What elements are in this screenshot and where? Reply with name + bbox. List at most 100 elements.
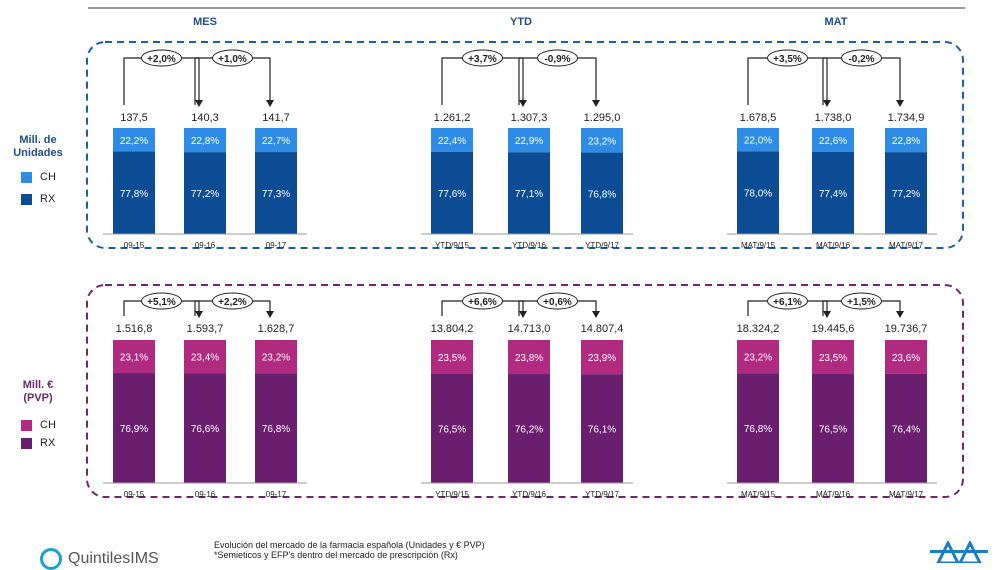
units-mat-total-3: 1.734,9 xyxy=(888,112,925,124)
units-ytd-bar-ch-2 xyxy=(508,128,550,153)
units-mes-growth-oval-2 xyxy=(212,49,253,67)
units-ytd-growth-arrow-1 xyxy=(519,100,527,107)
units-mat-bar-rx-3 xyxy=(885,152,927,234)
units-mes-bar-ch-3 xyxy=(255,128,297,153)
units-mat-bar-rx-2 xyxy=(812,151,854,234)
units-ytd-bar-rx-3 xyxy=(581,152,623,234)
units-mes-label-ch-3: 22,7% xyxy=(262,136,290,147)
units-ytd-bar-ch-1 xyxy=(431,128,473,152)
euros-mat-growth-label-1: +6,1% xyxy=(773,297,802,308)
euros-ytd-total-3: 14.807,4 xyxy=(581,323,624,335)
units-mat-growth-oval-1 xyxy=(767,49,808,67)
euros-mat-label-ch-3: 23,6% xyxy=(892,353,920,364)
units-mat-label-ch-3: 22,8% xyxy=(892,136,920,147)
euros-ytd-bar-ch-1 xyxy=(431,340,473,374)
euros-mes-growth-oval-2 xyxy=(212,292,253,310)
euros-mat-label-ch-2: 23,5% xyxy=(819,353,847,364)
euros-mat-bar-ch-1 xyxy=(737,340,779,374)
euros-mat-growth-arrow-2 xyxy=(896,311,904,318)
units-panel-border xyxy=(86,41,964,249)
euros-ytd-category-2: YTD/9/16 xyxy=(512,490,546,499)
units-ytd-label-rx-1: 77,6% xyxy=(438,189,466,200)
euros-ytd-bar-ch-3 xyxy=(581,340,623,375)
euros-mat-category-2: MAT/9/16 xyxy=(816,490,851,499)
units-mat-label-rx-1: 78,0% xyxy=(744,189,772,200)
units-ytd-label-ch-2: 22,9% xyxy=(515,136,543,147)
euro-panel-border xyxy=(86,284,964,498)
units-mes-bar-ch-2 xyxy=(184,128,226,153)
units-mes-label-rx-1: 77,8% xyxy=(120,189,148,200)
euros-mat-label-rx-2: 76,5% xyxy=(819,424,847,435)
units-ytd-category-3: YTD/9/17 xyxy=(585,241,619,250)
euros-ytd-growth-oval-1 xyxy=(462,292,503,310)
euros-mat-growth-oval-1 xyxy=(767,292,808,310)
units-ytd-label-ch-3: 23,2% xyxy=(588,136,616,147)
euros-mes-total-2: 1.593,7 xyxy=(187,323,224,335)
units-mes-label-ch-2: 22,8% xyxy=(191,136,219,147)
units-ytd-label-rx-2: 77,1% xyxy=(515,189,543,200)
units-mes-growth-arrow-1 xyxy=(195,100,203,107)
quintilesims-logo-text: QuintilesIMS xyxy=(68,550,159,567)
euros-mes-growth-arrow-1 xyxy=(195,311,203,318)
column-header-mat: MAT xyxy=(824,16,847,28)
units-mat-bar-rx-1 xyxy=(737,151,779,234)
units-legend-rx-swatch xyxy=(21,193,32,205)
units-legend-ch-swatch xyxy=(21,171,32,183)
units-mat-category-1: MAT/9/15 xyxy=(741,241,776,250)
euros-mes-growth-oval-1 xyxy=(141,292,182,310)
units-ytd-bar-rx-1 xyxy=(431,151,473,234)
euros-ytd-label-rx-1: 76,5% xyxy=(438,424,466,435)
euro-legend-ch-label: CH xyxy=(40,419,56,431)
euros-mat-growth-label-2: +1,5% xyxy=(847,297,876,308)
units-mat-growth-oval-2 xyxy=(841,49,882,67)
euros-ytd-bar-ch-2 xyxy=(508,340,550,375)
euro-panel-title: Mill. € (PVP) xyxy=(8,379,68,405)
euros-mat-category-3: MAT/9/17 xyxy=(889,490,924,499)
units-legend-ch-label: CH xyxy=(40,171,56,183)
units-ytd-growth-arrow-2 xyxy=(592,100,600,107)
euros-ytd-label-ch-3: 23,9% xyxy=(588,353,616,364)
euros-mat-bar-rx-3 xyxy=(885,373,927,483)
euros-mes-label-rx-3: 76,8% xyxy=(262,424,290,435)
units-mat-bar-ch-3 xyxy=(885,128,927,153)
units-mat-label-rx-2: 77,4% xyxy=(819,189,847,200)
euros-ytd-category-1: YTD/9/15 xyxy=(435,490,469,499)
quintilesims-logo: QuintilesIMS xyxy=(40,548,159,570)
footer-line-1: Evolución del mercado de la farmacia esp… xyxy=(214,540,485,550)
units-mat-bar-ch-2 xyxy=(812,128,854,152)
euros-mat-label-rx-1: 76,8% xyxy=(744,424,772,435)
units-mes-category-2: 09-16 xyxy=(195,241,216,250)
units-mat-growth-label-1: +3,5% xyxy=(773,54,802,65)
euros-mat-category-1: MAT/9/15 xyxy=(741,490,776,499)
units-mes-growth-oval-1 xyxy=(141,49,182,67)
units-mes-bar-rx-2 xyxy=(184,152,226,234)
units-ytd-total-2: 1.307,3 xyxy=(511,112,548,124)
euros-mes-total-1: 1.516,8 xyxy=(116,323,153,335)
units-mes-total-1: 137,5 xyxy=(120,112,148,124)
units-ytd-total-3: 1.295,0 xyxy=(584,112,621,124)
euros-mes-bar-ch-1 xyxy=(113,340,155,374)
euro-legend-rx-label: RX xyxy=(40,437,56,449)
units-ytd-growth-label-2: -0,9% xyxy=(544,54,570,65)
euros-ytd-growth-arrow-2 xyxy=(592,311,600,318)
units-mat-label-ch-1: 22,0% xyxy=(744,136,772,147)
units-mat-label-ch-2: 22,6% xyxy=(819,136,847,147)
euros-mes-label-ch-3: 23,2% xyxy=(262,353,290,364)
units-mes-label-rx-2: 77,2% xyxy=(191,189,219,200)
units-legend-ch: CH xyxy=(21,171,56,183)
units-ytd-category-1: YTD/9/15 xyxy=(435,241,469,250)
units-mat-bar-ch-1 xyxy=(737,128,779,152)
units-panel-title-line-2: Unidades xyxy=(13,147,63,159)
euros-mes-label-rx-2: 76,6% xyxy=(191,424,219,435)
euros-mes-bar-ch-3 xyxy=(255,340,297,374)
units-mes-growth-label-1: +2,0% xyxy=(147,54,176,65)
euros-ytd-total-1: 13.804,2 xyxy=(431,323,474,335)
euros-mat-bar-rx-2 xyxy=(812,373,854,483)
euros-mes-growth-arrow-2 xyxy=(266,311,274,318)
euro-legend-rx: RX xyxy=(21,437,55,449)
euros-mes-label-ch-1: 23,1% xyxy=(120,353,148,364)
euros-mes-bar-rx-3 xyxy=(255,373,297,483)
euros-mes-total-3: 1.628,7 xyxy=(258,323,295,335)
units-mes-growth-label-2: +1,0% xyxy=(218,54,247,65)
